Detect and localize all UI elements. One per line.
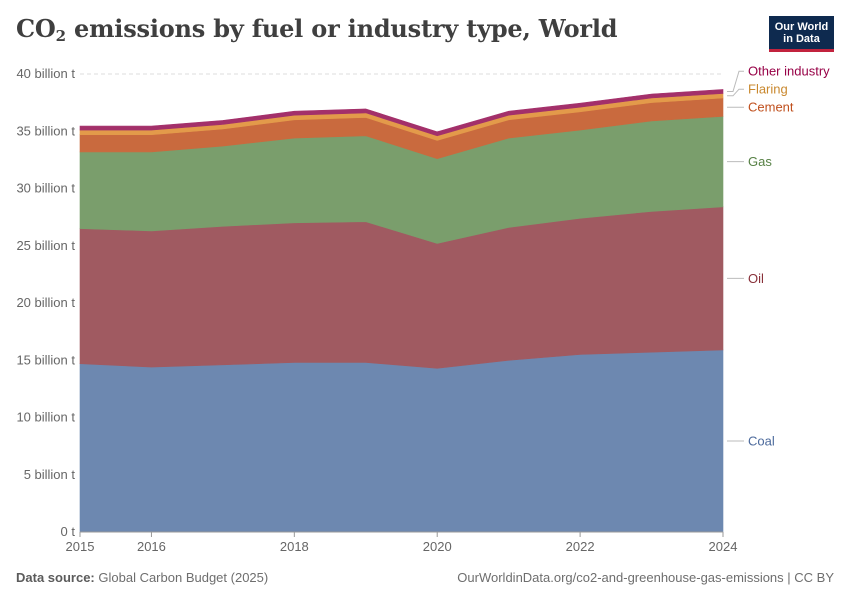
chart-title: CO2 emissions by fuel or industry type, … [16,14,618,45]
legend-label-other-industry: Other industry [748,64,830,79]
x-tick-label: 2018 [280,539,309,554]
legend-label-cement: Cement [748,100,794,115]
legend-label-oil: Oil [748,271,764,286]
legend-connector [727,70,744,92]
area-coal [79,349,724,533]
y-tick-label: 25 billion t [16,238,75,253]
title-main: CO [16,14,56,43]
y-tick-label: 0 t [61,524,76,539]
y-tick-label: 20 billion t [16,295,75,310]
y-tick-label: 35 billion t [16,123,75,138]
source-url-link[interactable]: OurWorldinData.org/co2-and-greenhouse-ga… [457,570,834,585]
logo-line-1: Our World [774,20,829,33]
legend-connector [727,88,744,97]
x-tick-label: 2024 [709,539,738,554]
legend-label-flaring: Flaring [748,82,788,97]
logo-line-2: in Data [783,32,820,45]
data-source-link[interactable]: Global Carbon Budget (2025) [98,570,269,585]
data-source-label: Data source: [16,570,95,585]
area-other-industry [79,89,724,137]
y-tick-label: 10 billion t [16,410,75,425]
data-source: Data source: Global Carbon Budget (2025) [16,570,268,585]
x-tick-label: 2020 [423,539,452,554]
title-rest: emissions by fuel or industry type, Worl… [65,14,618,43]
x-tick-label: 2022 [566,539,595,554]
y-tick-label: 15 billion t [16,352,75,367]
y-tick-label: 40 billion t [16,66,75,81]
owid-logo[interactable]: Our World in Data [769,16,834,52]
y-tick-label: 30 billion t [16,181,75,196]
y-tick-label: 5 billion t [24,467,76,482]
x-tick-label: 2015 [66,539,95,554]
title-subscript: 2 [55,27,66,45]
legend-label-coal: Coal [748,433,775,448]
x-tick-label: 2016 [137,539,166,554]
legend-label-gas: Gas [748,154,772,169]
